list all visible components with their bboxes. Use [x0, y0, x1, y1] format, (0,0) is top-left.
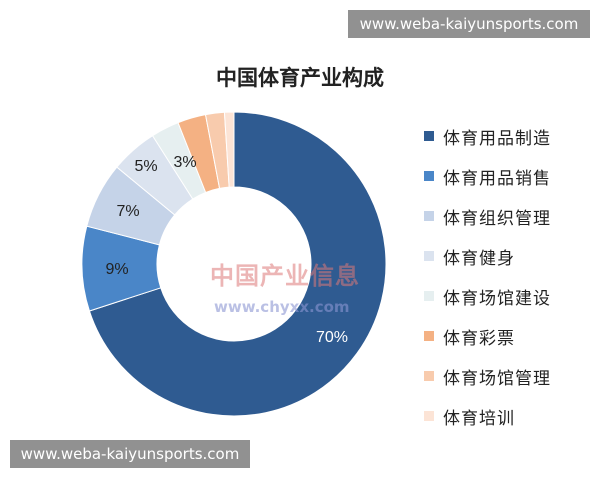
legend-swatch	[424, 371, 434, 381]
legend-item: 体育用品销售	[424, 156, 551, 196]
legend-label: 体育用品销售	[443, 168, 551, 189]
watermark-banner-bottom: www.weba-kaiyunsports.com	[10, 440, 250, 468]
legend-item: 体育用品制造	[424, 116, 551, 156]
legend-swatch	[424, 411, 434, 421]
legend-item: 体育场馆管理	[424, 356, 551, 396]
data-label: 70%	[316, 329, 348, 346]
legend-label: 体育彩票	[443, 328, 515, 349]
legend-swatch	[424, 211, 434, 221]
legend: 体育用品制造 体育用品销售 体育组织管理 体育健身体育场馆建设 体育彩票体育场馆管理 体育…	[424, 116, 551, 436]
legend-item: 体育健身	[424, 236, 551, 276]
donut-slice-7	[223, 111, 235, 188]
legend-label: 体育培训	[443, 408, 515, 429]
legend-swatch	[424, 251, 434, 261]
watermark-text: 中国产业信息	[210, 262, 360, 290]
legend-label: 体育场馆建设	[443, 288, 551, 309]
legend-item: 体育培训	[424, 396, 551, 436]
legend-swatch	[424, 171, 434, 181]
donut-slice-0	[88, 111, 387, 417]
legend-label: 体育健身	[443, 248, 515, 269]
watermark-url: www.chyxx.com	[214, 298, 350, 316]
legend-item: 体育场馆建设	[424, 276, 551, 316]
watermark-banner-top: www.weba-kaiyunsports.com	[348, 10, 590, 38]
chart-title: 中国体育产业构成	[216, 65, 384, 90]
data-label: 5%	[134, 158, 157, 175]
legend-swatch	[424, 131, 434, 141]
legend-label: 体育用品制造	[443, 128, 551, 149]
legend-item: 体育组织管理	[424, 196, 551, 236]
legend-swatch	[424, 331, 434, 341]
data-label: 7%	[116, 203, 139, 220]
legend-label: 体育场馆管理	[443, 368, 551, 389]
data-label: 3%	[173, 154, 196, 171]
legend-swatch	[424, 291, 434, 301]
legend-item: 体育彩票	[424, 316, 551, 356]
legend-label: 体育组织管理	[443, 208, 551, 229]
data-label: 9%	[105, 261, 128, 278]
